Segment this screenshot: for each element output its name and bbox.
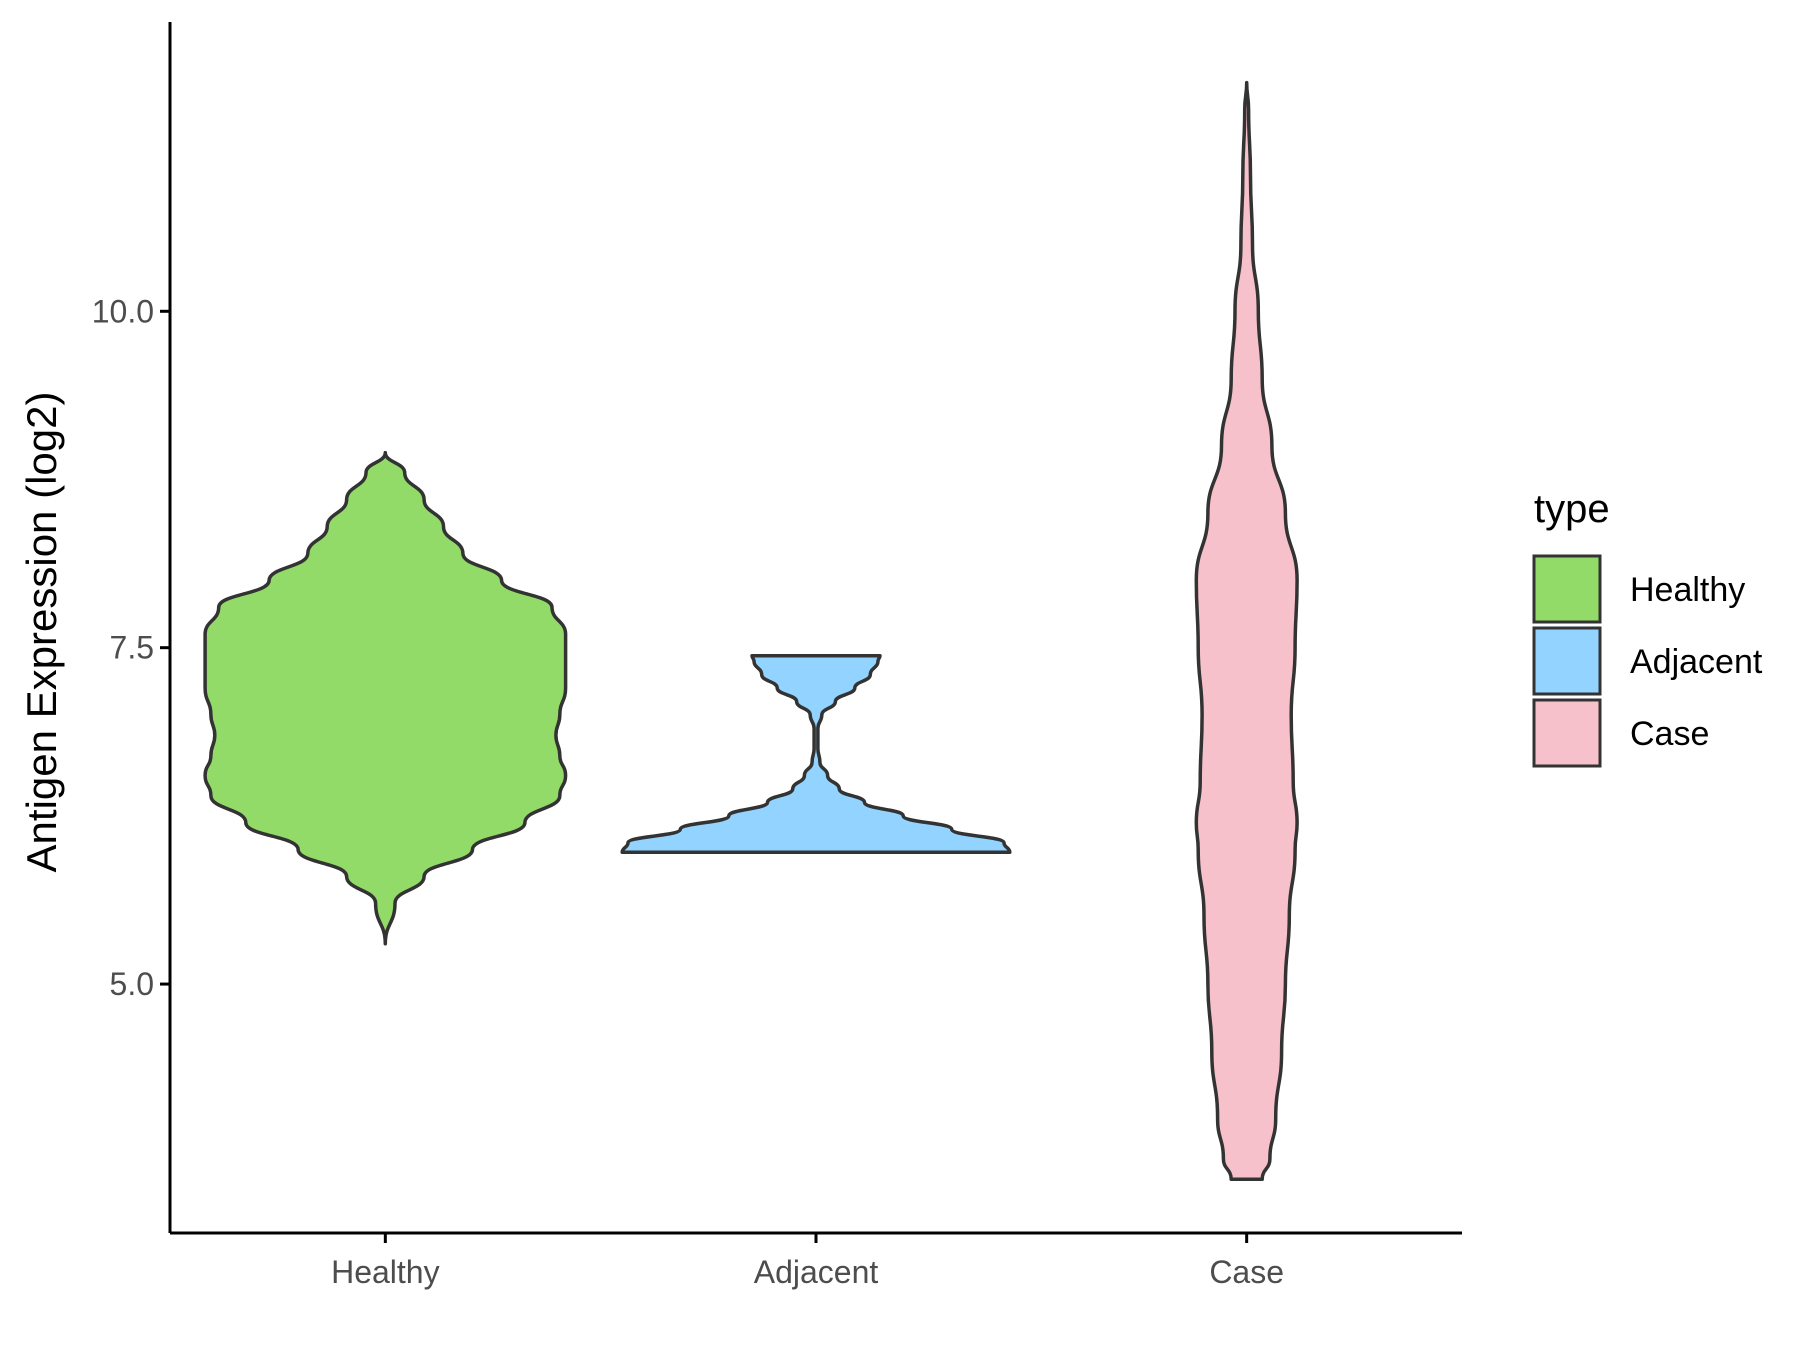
x-tick-label: Healthy — [331, 1254, 440, 1290]
x-tick-label: Adjacent — [754, 1254, 879, 1290]
legend-label-adjacent: Adjacent — [1630, 643, 1763, 681]
legend-title: type — [1534, 487, 1610, 531]
y-axis-title: Antigen Expression (log2) — [18, 392, 65, 873]
legend-key-case — [1532, 698, 1602, 768]
legend-label-case: Case — [1630, 715, 1709, 753]
legend-key-healthy — [1532, 554, 1602, 624]
axes: 5.0 7.5 10.0 Healthy Adjacent Case — [92, 22, 1462, 1290]
legend-key-adjacent — [1532, 626, 1602, 696]
legend: type Healthy Adjacent Case — [1532, 487, 1763, 768]
x-ticks: Healthy Adjacent Case — [331, 1233, 1284, 1290]
x-tick-label: Case — [1209, 1254, 1284, 1290]
violin-adjacent — [620, 654, 1012, 854]
y-tick-label: 10.0 — [92, 293, 154, 329]
y-tick-label: 5.0 — [110, 966, 154, 1002]
violin-case — [1194, 80, 1299, 1181]
violin-healthy — [203, 450, 568, 946]
legend-label-healthy: Healthy — [1630, 571, 1745, 609]
violin-layer — [203, 80, 1299, 1181]
y-tick-label: 7.5 — [110, 630, 154, 666]
y-ticks: 5.0 7.5 10.0 — [92, 293, 170, 1002]
